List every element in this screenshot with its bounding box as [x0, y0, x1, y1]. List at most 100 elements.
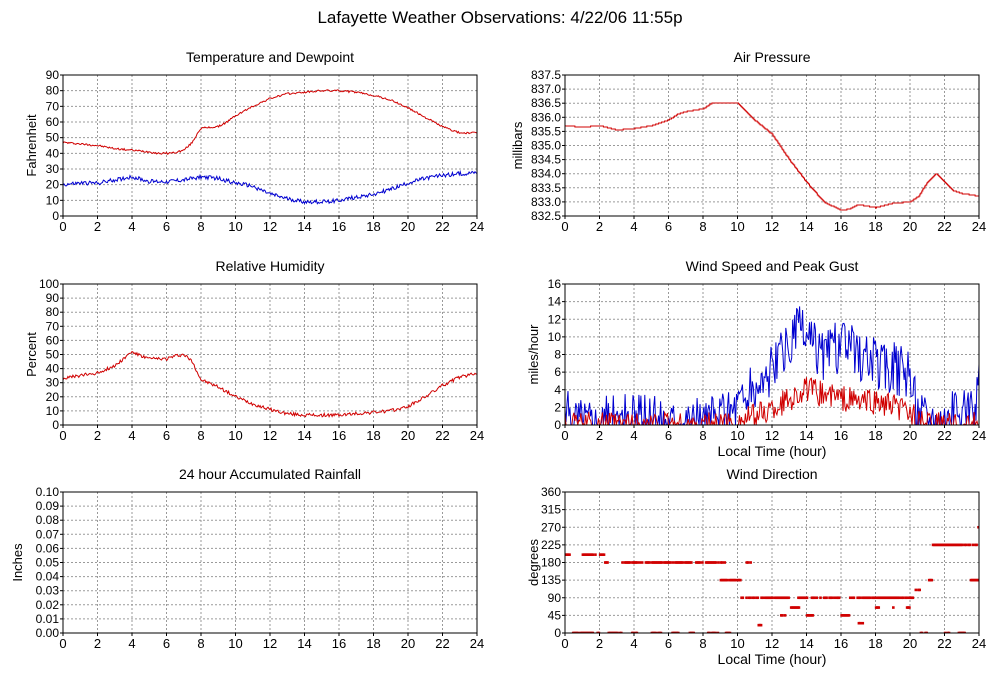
direction-point [756, 596, 760, 600]
series-line-red [565, 377, 979, 425]
direction-point [602, 553, 606, 556]
x-tick-label: 0 [561, 219, 568, 234]
direction-point [749, 561, 752, 564]
direction-point [813, 596, 816, 600]
direction-point [638, 561, 642, 564]
y-tick-label: 0.07 [36, 527, 60, 541]
y-tick-label: 360 [541, 485, 561, 499]
direction-point [635, 631, 639, 633]
x-tick-label: 24 [470, 636, 484, 651]
series-line-red [565, 102, 979, 211]
plot-area [565, 306, 979, 425]
x-tick-label: 16 [834, 636, 848, 651]
direction-point [830, 596, 834, 600]
x-tick-label: 16 [834, 428, 848, 443]
direction-point [698, 561, 702, 564]
direction-point [616, 631, 619, 633]
y-tick-label: 90 [46, 291, 60, 305]
direction-point [752, 596, 756, 600]
y-tick-label: 0.06 [36, 541, 60, 555]
x-tick-label: 8 [197, 219, 204, 234]
x-tick-label: 22 [435, 219, 449, 234]
direction-point [825, 487, 828, 490]
direction-point [746, 561, 750, 564]
y-tick-label: 0 [554, 418, 561, 432]
x-tick-label: 2 [596, 636, 603, 651]
x-tick-label: 12 [263, 428, 277, 443]
y-tick-label: 180 [541, 556, 561, 570]
x-axis-label: Local Time (hour) [718, 443, 827, 459]
direction-point [741, 596, 745, 600]
direction-point [947, 631, 951, 633]
direction-point [918, 588, 922, 592]
y-tick-label: 14 [548, 295, 562, 309]
direction-point [787, 596, 790, 600]
x-tick-label: 10 [228, 428, 242, 443]
x-tick-label: 24 [972, 428, 986, 443]
y-tick-label: 0 [52, 209, 59, 223]
direction-point [905, 596, 909, 600]
direction-point [847, 614, 851, 617]
direction-point [848, 596, 852, 600]
y-tick-label: 834.5 [531, 153, 561, 167]
x-tick-label: 6 [665, 636, 672, 651]
y-tick-label: 270 [541, 520, 561, 534]
y-tick-label: 50 [46, 131, 60, 145]
x-tick-label: 0 [561, 428, 568, 443]
direction-point [964, 543, 968, 547]
direction-point [568, 553, 571, 556]
y-tick-label: 70 [46, 99, 60, 113]
y-tick-label: 836.0 [531, 110, 561, 124]
direction-point [690, 561, 693, 564]
chart-title: Wind Direction [726, 466, 817, 482]
x-tick-label: 10 [228, 219, 242, 234]
x-tick-label: 12 [263, 636, 277, 651]
direction-point [739, 578, 742, 582]
direction-point [971, 543, 975, 547]
y-axis-label: Fahrenheit [24, 114, 39, 177]
y-axis-label: miles/hour [526, 324, 541, 385]
y-tick-label: 834.0 [531, 167, 561, 181]
y-tick-label: 100 [39, 277, 59, 291]
direction-point [977, 578, 979, 582]
y-tick-label: 90 [548, 591, 562, 605]
direction-point [861, 621, 865, 625]
y-axis-label: millibars [510, 121, 525, 169]
y-tick-label: 10 [46, 193, 60, 207]
direction-point [833, 596, 836, 600]
x-tick-label: 22 [937, 428, 951, 443]
y-tick-label: 832.5 [531, 209, 561, 223]
direction-point [761, 596, 765, 600]
y-tick-label: 0.05 [36, 556, 60, 570]
x-tick-label: 10 [730, 428, 744, 443]
y-tick-label: 0 [554, 626, 561, 640]
x-tick-label: 24 [470, 219, 484, 234]
x-tick-label: 6 [665, 219, 672, 234]
direction-point [901, 596, 905, 600]
y-tick-label: 50 [46, 348, 60, 362]
x-tick-label: 24 [470, 428, 484, 443]
x-tick-label: 20 [401, 219, 415, 234]
direction-point [745, 596, 748, 600]
direction-point [781, 614, 784, 617]
x-tick-label: 8 [197, 428, 204, 443]
x-tick-label: 4 [128, 428, 135, 443]
y-tick-label: 225 [541, 538, 561, 552]
x-tick-label: 4 [128, 636, 135, 651]
x-tick-label: 12 [765, 219, 779, 234]
direction-point [720, 561, 724, 564]
direction-point [591, 631, 595, 633]
direction-point [676, 631, 680, 633]
y-tick-label: 60 [46, 333, 60, 347]
y-tick-label: 6 [554, 365, 561, 379]
direction-point [681, 561, 685, 564]
x-tick-label: 6 [163, 428, 170, 443]
x-tick-label: 4 [630, 636, 637, 651]
direction-point [771, 596, 774, 600]
x-tick-label: 18 [366, 636, 380, 651]
x-tick-label: 0 [59, 428, 66, 443]
